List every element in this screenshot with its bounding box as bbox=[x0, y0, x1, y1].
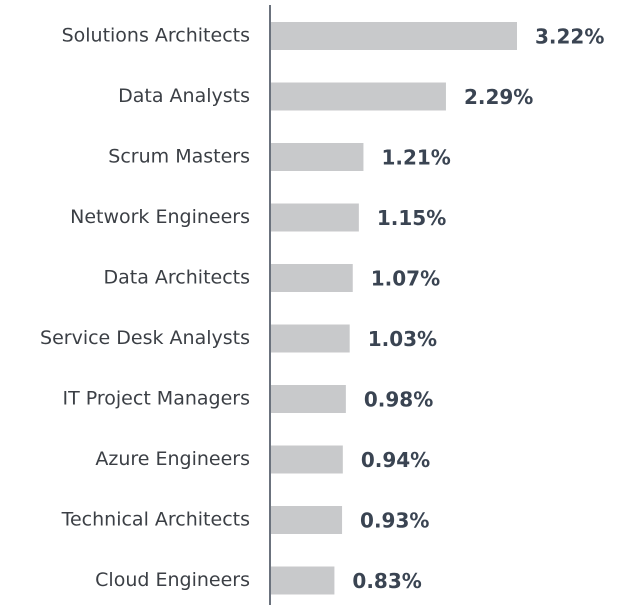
bar bbox=[271, 264, 353, 292]
value-label: 0.83% bbox=[352, 569, 421, 593]
bar bbox=[271, 22, 517, 50]
category-label: IT Project Managers bbox=[63, 388, 250, 410]
category-label: Data Analysts bbox=[118, 85, 250, 107]
category-label: Data Architects bbox=[104, 267, 251, 289]
category-label: Azure Engineers bbox=[95, 448, 250, 470]
value-label: 1.07% bbox=[371, 267, 440, 291]
category-label: Technical Architects bbox=[61, 509, 250, 531]
category-label: Service Desk Analysts bbox=[40, 327, 250, 349]
category-label: Network Engineers bbox=[70, 206, 250, 228]
bar bbox=[271, 324, 350, 353]
bar bbox=[271, 445, 343, 474]
bar bbox=[271, 82, 446, 111]
bar bbox=[271, 385, 346, 413]
bar bbox=[271, 203, 359, 232]
bar bbox=[271, 143, 364, 171]
value-label: 0.93% bbox=[360, 509, 429, 533]
bar bbox=[271, 566, 335, 595]
value-label: 1.03% bbox=[368, 327, 437, 351]
category-label: Cloud Engineers bbox=[95, 569, 250, 591]
value-label: 1.21% bbox=[381, 146, 450, 170]
value-label: 0.98% bbox=[364, 388, 433, 412]
value-label: 0.94% bbox=[361, 448, 430, 472]
value-label: 3.22% bbox=[535, 25, 604, 49]
bar bbox=[271, 506, 343, 534]
category-label: Solutions Architects bbox=[62, 25, 250, 47]
category-label: Scrum Masters bbox=[108, 146, 250, 168]
value-label: 1.15% bbox=[377, 206, 446, 230]
value-label: 2.29% bbox=[464, 85, 533, 109]
